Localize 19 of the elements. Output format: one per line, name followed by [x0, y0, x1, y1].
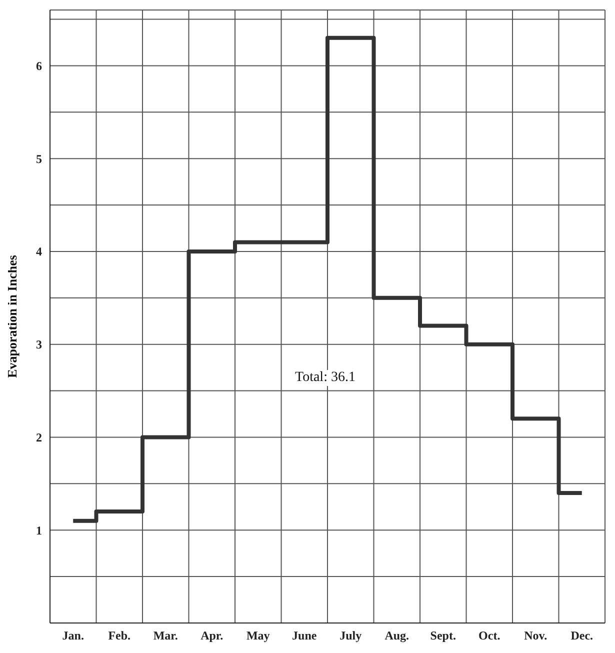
x-tick-label: June: [292, 628, 318, 643]
x-tick-label: May: [246, 628, 270, 643]
y-tick-label: 3: [36, 338, 42, 352]
x-tick-label: Nov.: [524, 628, 548, 643]
y-tick-label: 5: [36, 152, 42, 166]
x-tick-label: Sept.: [430, 628, 456, 643]
x-tick-label: Dec.: [570, 628, 594, 643]
x-tick-label: July: [340, 628, 362, 643]
y-tick-label: 1: [36, 523, 42, 538]
x-tick-label: Apr.: [200, 628, 224, 643]
x-tick-label: Feb.: [108, 628, 131, 643]
y-tick-label: 2: [36, 430, 42, 444]
y-tick-label: 6: [36, 58, 42, 73]
x-tick-label: Aug.: [384, 628, 410, 643]
annotation: Total: 36.1: [293, 370, 358, 386]
x-tick-label: Oct.: [478, 628, 500, 643]
x-tick-label: Mar.: [153, 628, 178, 643]
y-tick-label: 4: [36, 244, 42, 259]
x-tick-label: Jan.: [62, 628, 84, 643]
